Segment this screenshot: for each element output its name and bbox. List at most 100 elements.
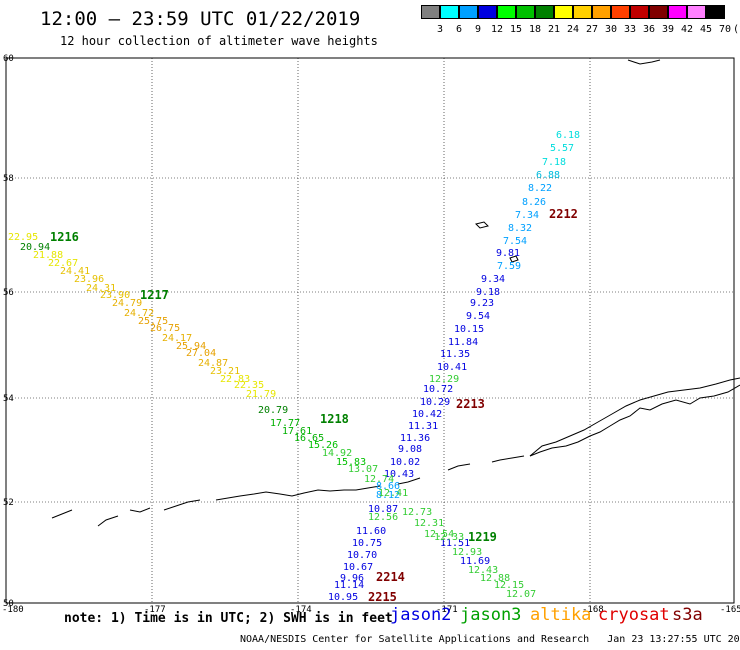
map-title: 12:00 — 23:59 UTC 01/22/2019 [40, 8, 361, 30]
wave-height-value: 10.41 [437, 362, 467, 373]
pass-time-label: 1219 [468, 530, 497, 544]
wave-height-value: 12.15 [494, 580, 524, 591]
wave-height-value: 10.70 [347, 550, 377, 561]
wave-height-value: 27.04 [186, 348, 216, 359]
wave-height-value: 10.95 [328, 592, 358, 603]
wave-height-value: 10.29 [420, 397, 450, 408]
wave-height-value: 11.14 [334, 580, 364, 591]
wave-height-value: 9.81 [496, 248, 520, 259]
lon-label: -171 [436, 605, 458, 615]
lon-label: -165 [720, 605, 740, 615]
wave-height-value: 10.02 [390, 457, 420, 468]
wave-height-value: 17.77 [270, 418, 300, 429]
wave-height-value: 12.31 [414, 518, 444, 529]
wave-height-value: 22.35 [234, 380, 264, 391]
wave-height-value: 24.17 [162, 333, 192, 344]
legend-label: 30 [604, 24, 618, 35]
wave-height-value: 17.61 [282, 426, 312, 437]
legend-swatch [649, 5, 668, 19]
lat-label: 58 [3, 174, 14, 184]
legend-label: 70 [718, 24, 732, 35]
wave-height-value: 8.26 [522, 197, 546, 208]
wave-height-value: 13.07 [348, 464, 378, 475]
wave-height-value: 12.33 [434, 532, 464, 543]
wave-height-value: 9.08 [398, 444, 422, 455]
lon-label: -177 [144, 605, 166, 615]
wave-height-value: 9.23 [470, 298, 494, 309]
legend-label: 27 [585, 24, 599, 35]
wave-height-value: 23.96 [74, 274, 104, 285]
lat-label: 60 [3, 54, 14, 64]
wave-height-value: 6.18 [556, 130, 580, 141]
wave-height-value: 11.31 [408, 421, 438, 432]
legend-swatch [573, 5, 592, 19]
wave-height-value: 23.21 [210, 366, 240, 377]
lon-label: -174 [290, 605, 312, 615]
map-frame [5, 57, 735, 604]
legend-label: 3 [436, 24, 444, 35]
wave-height-value: 12.29 [429, 374, 459, 385]
wave-height-value: 12.74 [364, 474, 394, 485]
wave-height-value: 24.87 [198, 358, 228, 369]
wave-height-value: 12.73 [402, 507, 432, 518]
wave-height-value: 10.87 [368, 504, 398, 515]
satellite-label: altika [530, 605, 592, 625]
legend-swatch [706, 5, 725, 19]
wave-height-value: 10.75 [352, 538, 382, 549]
lat-label: 50 [3, 599, 14, 609]
wave-height-value: 11.60 [356, 526, 386, 537]
satellite-label: jason2 [390, 605, 452, 625]
pass-time-label: 1218 [320, 412, 349, 426]
pass-time-label: 1216 [50, 230, 79, 244]
legend-label: 36 [642, 24, 656, 35]
wave-height-value: 14.92 [322, 448, 352, 459]
legend-swatch [554, 5, 573, 19]
legend-swatch [421, 5, 440, 19]
lat-label: 56 [3, 288, 14, 298]
pass-time-label: 2215 [368, 590, 397, 604]
wave-height-value: 21.88 [33, 250, 63, 261]
legend-label: 39 [661, 24, 675, 35]
legend-swatch [535, 5, 554, 19]
lat-lon-grid: -180 -177 -174 -171 -168 -165 60 58 56 54 52 50 [2, 54, 740, 615]
wave-height-value: 22.67 [48, 258, 78, 269]
legend-swatch [668, 5, 687, 19]
wave-height-value: 11.69 [460, 556, 490, 567]
wave-height-value: 9.96 [340, 573, 364, 584]
wave-height-value: 8.22 [528, 183, 552, 194]
wave-height-value: 10.15 [454, 324, 484, 335]
legend-swatch [516, 5, 535, 19]
credit-line: NOAA/NESDIS Center for Satellite Applica… [240, 634, 740, 645]
wave-height-value: 20.79 [258, 405, 288, 416]
legend-label: 21 [547, 24, 561, 35]
wave-height-value: 24.79 [112, 298, 142, 309]
pass-time-label: 2214 [376, 570, 405, 584]
wave-height-value: 25.94 [176, 341, 206, 352]
legend-swatch [497, 5, 516, 19]
wave-height-value: 9.18 [476, 287, 500, 298]
wave-height-value: 10.42 [412, 409, 442, 420]
wave-height-value: 21.79 [246, 389, 276, 400]
pass-time-label: 2213 [456, 397, 485, 411]
wave-height-value: 15.26 [308, 440, 338, 451]
wave-height-value: 11.51 [440, 538, 470, 549]
wave-height-value: 5.57 [550, 143, 574, 154]
legend-label: 45 [699, 24, 713, 35]
wave-height-value: 12.93 [452, 547, 482, 558]
wave-height-value: 12.54 [424, 529, 454, 540]
wave-height-value: 8.32 [508, 223, 532, 234]
map-subtitle: 12 hour collection of altimeter wave hei… [60, 34, 378, 48]
wave-height-value: 16.65 [294, 433, 324, 444]
satellite-label: cryosat [598, 605, 670, 625]
wave-height-value: 12.07 [506, 589, 536, 600]
wave-height-value: 10.72 [423, 384, 453, 395]
legend-label: 6 [455, 24, 463, 35]
wave-height-value: 7.54 [503, 236, 527, 247]
lon-label: -168 [582, 605, 604, 615]
legend-swatch [630, 5, 649, 19]
legend-swatch [687, 5, 706, 19]
legend-swatch [440, 5, 459, 19]
pass-time-labels: 1216 1217 1218 1219 2212 2213 2214 2215 [50, 207, 578, 604]
wave-height-value: 25.75 [138, 316, 168, 327]
legend-swatch [459, 5, 478, 19]
